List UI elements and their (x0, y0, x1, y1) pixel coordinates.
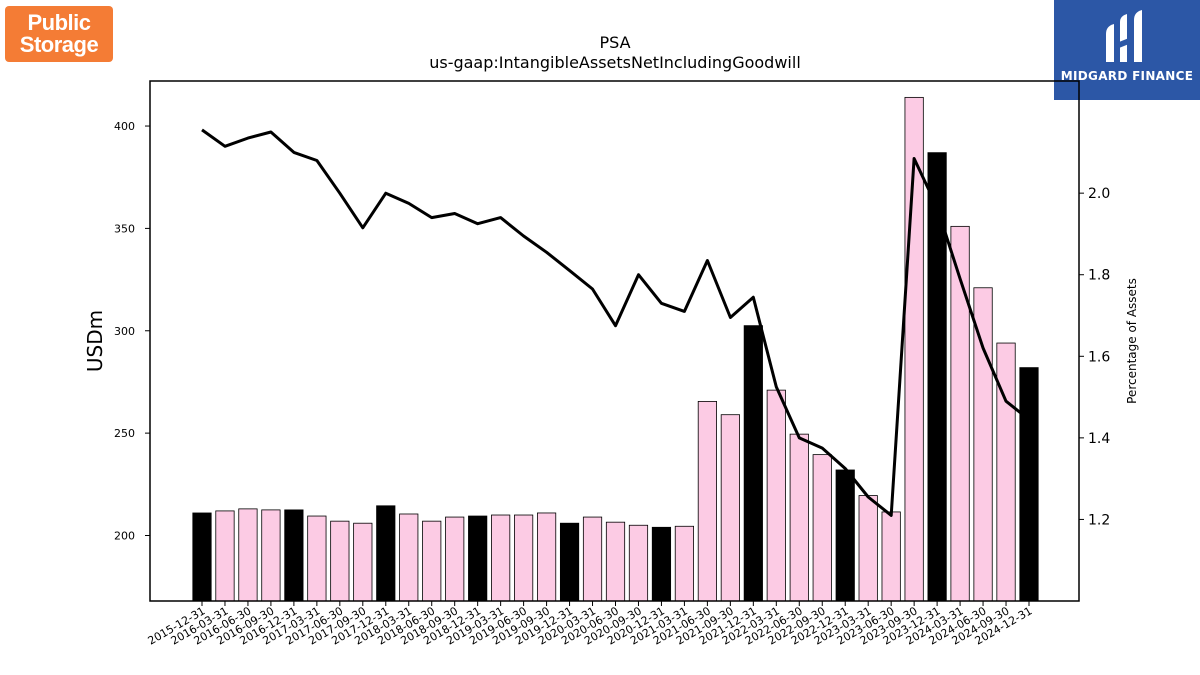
bar-2023-03-31 (858, 495, 878, 602)
right-axis: 1.2 1.4 1.6 1.8 2.0 (1079, 186, 1110, 528)
bar-2020-12-31 (651, 526, 672, 602)
bar-2018-09-30 (445, 516, 465, 602)
bar-2022-09-30 (812, 454, 832, 602)
percentage-of-assets-line (201, 128, 1030, 517)
bar-series (192, 96, 1039, 602)
bar-2016-09-30 (261, 509, 281, 602)
bar-2020-03-31 (582, 516, 603, 602)
bar-2018-03-31 (399, 513, 419, 602)
y-tick-label: 350 (114, 222, 135, 235)
bar-2019-09-30 (536, 512, 557, 602)
y-axis-label: USDm (83, 310, 107, 372)
line-series (201, 128, 1030, 517)
bar-2020-09-30 (628, 524, 649, 602)
bar-2022-03-31 (766, 389, 786, 602)
bar-2018-12-31 (468, 515, 488, 602)
y2-tick-label: 1.4 (1088, 431, 1110, 447)
bar-2019-12-31 (559, 522, 580, 602)
brand-name: MIDGARD FINANCE (1060, 69, 1194, 83)
y-tick-label: 250 (114, 427, 135, 440)
y2-tick-label: 1.6 (1088, 349, 1110, 365)
midgard-finance-logo: MIDGARD FINANCE (1054, 0, 1200, 100)
bar-2021-09-30 (720, 414, 740, 602)
bar-2019-06-30 (514, 514, 534, 602)
bar-2021-03-31 (674, 525, 695, 602)
logo-line-1: Public (27, 10, 91, 35)
y2-tick-label: 1.8 (1088, 268, 1110, 284)
bar-2015-12-31 (192, 512, 212, 602)
x-axis: 2015-12-312016-03-312016-06-302016-09-30… (146, 601, 1035, 648)
bar-2017-09-30 (353, 522, 373, 602)
bar-2017-12-31 (376, 505, 396, 602)
y-tick-label: 300 (114, 325, 135, 338)
midgard-emblem-icon (1106, 10, 1142, 62)
bar-2024-09-30 (996, 342, 1016, 602)
y2-tick-label: 1.2 (1088, 512, 1110, 528)
chart-subtitle: us-gaap:IntangibleAssetsNetIncludingGood… (429, 53, 801, 72)
bar-2017-03-31 (307, 515, 327, 602)
logo-line-2: Storage (19, 32, 99, 57)
bar-2021-12-31 (743, 325, 763, 602)
bar-2016-12-31 (284, 509, 304, 602)
y-tick-label: 200 (114, 529, 135, 542)
plot-frame (149, 80, 1080, 602)
bar-2016-03-31 (215, 510, 235, 602)
bar-2017-06-30 (330, 520, 350, 602)
bar-2018-06-30 (422, 520, 442, 602)
bar-2022-12-31 (835, 469, 855, 602)
y2-tick-label: 2.0 (1088, 186, 1110, 202)
bar-2023-06-30 (881, 511, 901, 602)
y2-axis-label: Percentage of Assets (1125, 278, 1139, 404)
public-storage-logo: Public Storage (5, 6, 113, 62)
bar-2024-12-31 (1019, 367, 1039, 602)
bar-2016-06-30 (238, 508, 258, 602)
bar-2022-06-30 (789, 433, 809, 602)
left-axis: 200 250 300 350 400 (114, 120, 150, 542)
y-tick-label: 400 (114, 120, 135, 133)
bar-2024-06-30 (973, 287, 993, 602)
bar-2023-12-31 (927, 152, 947, 602)
bar-2019-03-31 (491, 514, 511, 602)
bar-2020-06-30 (605, 521, 626, 602)
bar-2021-06-30 (697, 400, 717, 602)
chart-title: PSA (599, 33, 630, 52)
